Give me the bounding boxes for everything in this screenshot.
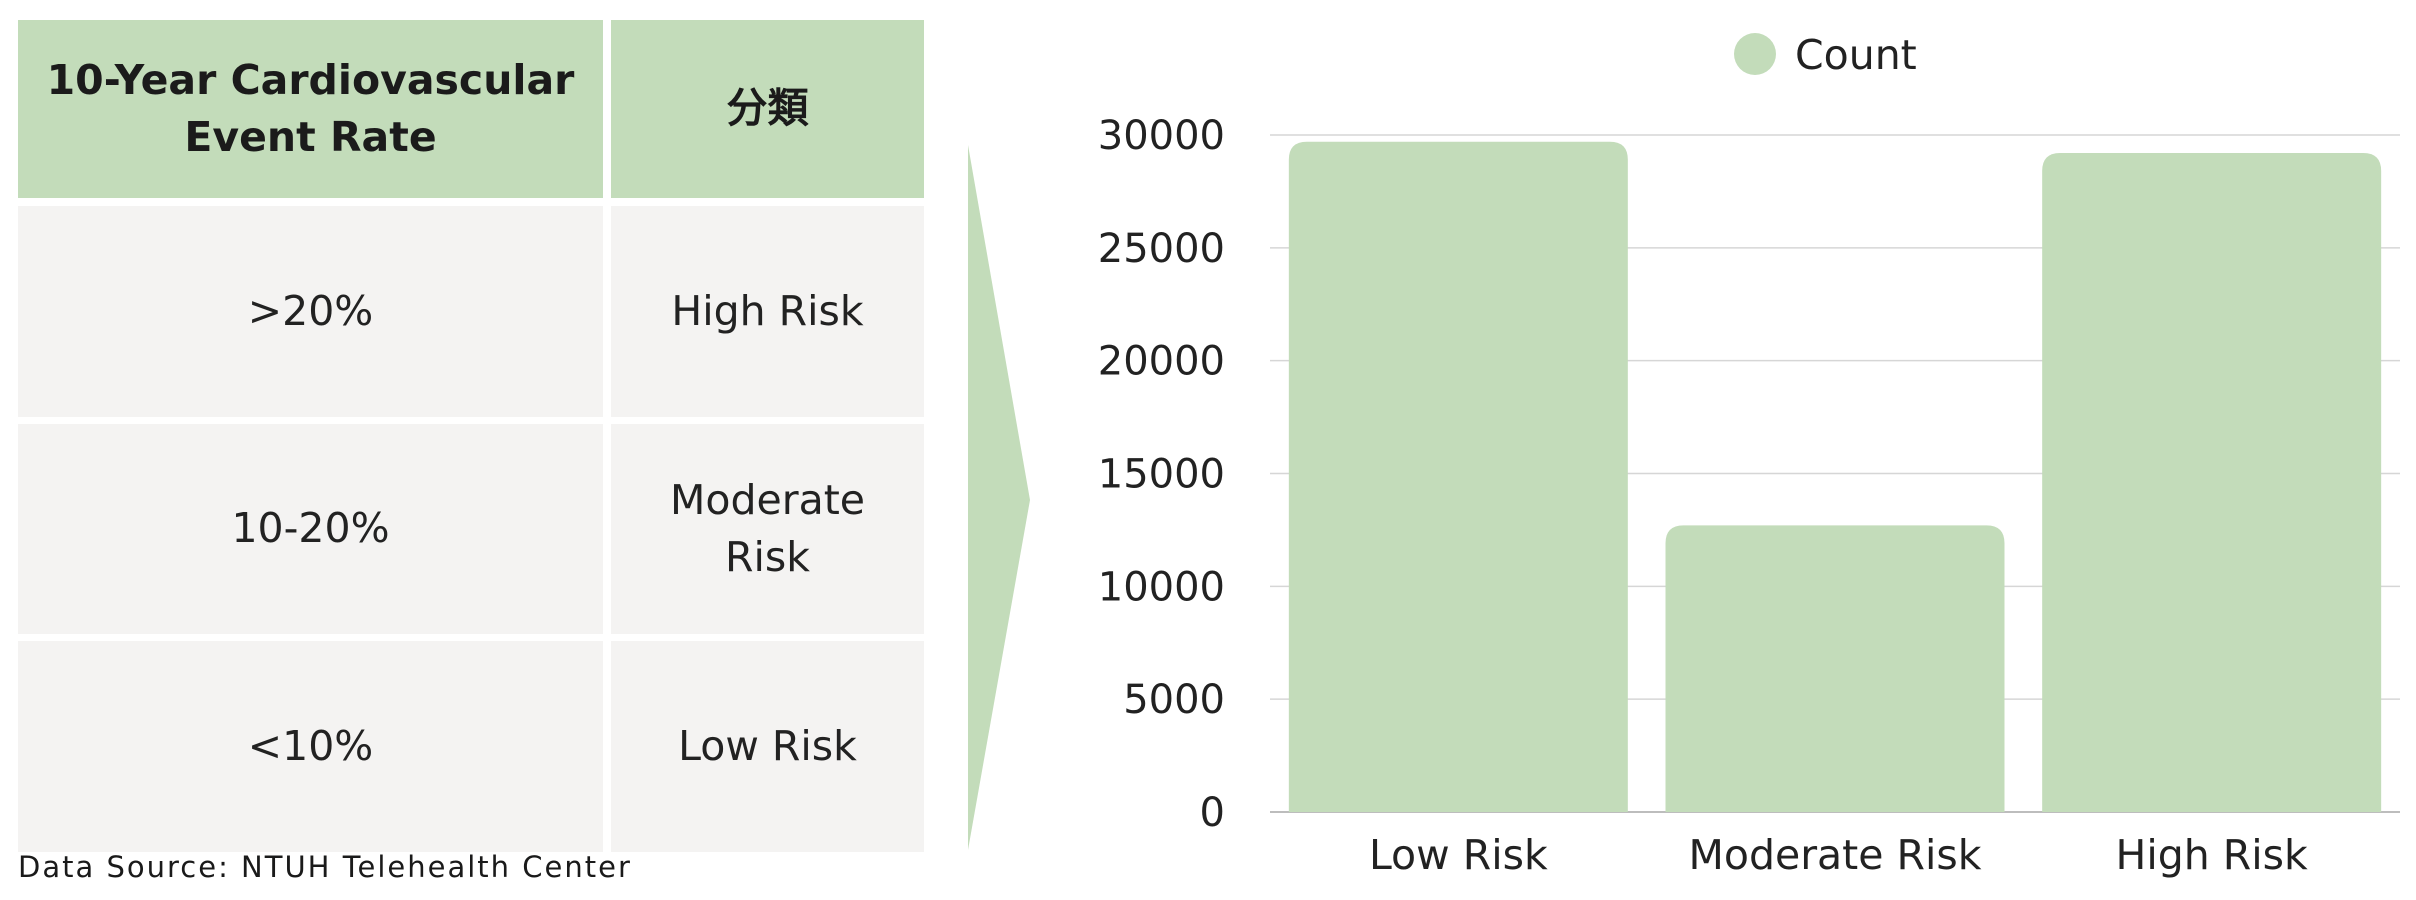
- legend-swatch-count: [1734, 33, 1776, 75]
- table-header-event-rate-text: 10-Year Cardiovascular Event Rate: [46, 55, 575, 161]
- y-tick-label-0: 0: [1200, 790, 1225, 836]
- bar-high-risk: [2042, 153, 2382, 812]
- chevron-arrow-icon: [968, 145, 1030, 850]
- y-tick-label-5000: 5000: [1123, 677, 1225, 723]
- y-tick-label-20000: 20000: [1098, 339, 1225, 385]
- table-cell-category-low: Low Risk: [611, 641, 924, 852]
- table-cell-category-high-text: High Risk: [671, 286, 864, 335]
- table-cell-rate-high-text: >20%: [247, 286, 374, 335]
- bar-low-risk: [1288, 141, 1628, 812]
- table-cell-category-high: High Risk: [611, 206, 924, 417]
- x-label-low-risk: Low Risk: [1369, 831, 1548, 879]
- y-axis-ticks: 0 5000 10000 15000 20000 25000 30000: [1098, 113, 1225, 836]
- chart-legend: Count: [1734, 31, 1917, 79]
- table-cell-rate-moderate-text: 10-20%: [231, 504, 390, 553]
- data-source-note: Data Source: NTUH Telehealth Center: [18, 850, 632, 884]
- y-tick-label-15000: 15000: [1098, 452, 1225, 498]
- x-axis-labels: Low Risk Moderate Risk High Risk: [1369, 831, 2308, 879]
- table-cell-category-low-text: Low Risk: [678, 721, 857, 770]
- table-header-category-text: 分類: [726, 84, 809, 133]
- table-cell-rate-low: <10%: [18, 641, 603, 852]
- table-cell-rate-moderate: 10-20%: [18, 424, 603, 634]
- table-header-event-rate: 10-Year Cardiovascular Event Rate: [18, 20, 603, 198]
- table-cell-rate-high: >20%: [18, 206, 603, 417]
- y-tick-label-30000: 30000: [1098, 113, 1225, 159]
- x-label-moderate-risk: Moderate Risk: [1688, 831, 1981, 879]
- chart-bars: [1288, 141, 2382, 812]
- y-tick-label-10000: 10000: [1098, 564, 1225, 610]
- table-cell-category-moderate-text: Moderate Risk: [670, 475, 865, 581]
- x-label-high-risk: High Risk: [2116, 831, 2309, 879]
- table-cell-category-moderate: Moderate Risk: [611, 424, 924, 634]
- risk-count-bar-chart: Count 0 5000 10000 15000 20000 25000 30000 Low…: [1098, 31, 2400, 879]
- bar-moderate-risk: [1665, 525, 2005, 812]
- table-header-category: 分類: [611, 20, 924, 198]
- legend-label-count: Count: [1795, 31, 1917, 79]
- y-tick-label-25000: 25000: [1098, 226, 1225, 272]
- table-cell-rate-low-text: <10%: [247, 721, 374, 770]
